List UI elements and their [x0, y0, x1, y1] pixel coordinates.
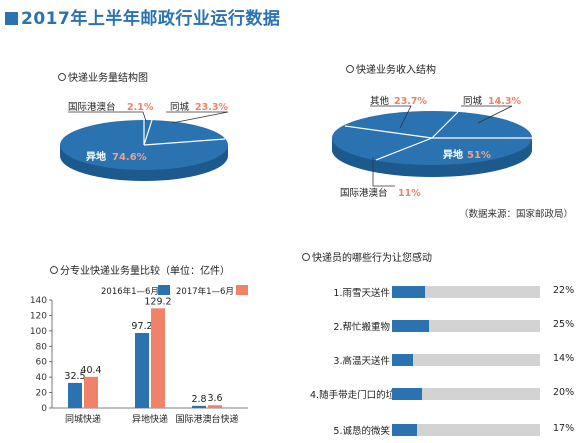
pie2-label-other: 其他	[370, 95, 390, 107]
y-tick-label: 120	[30, 311, 47, 321]
hbar-fill	[392, 286, 425, 298]
bar-value-label: 3.6	[207, 393, 222, 404]
pie1-divider-c	[143, 119, 153, 146]
legend-swatch-2016	[158, 285, 170, 295]
hbar-track	[392, 354, 540, 366]
bar-chart-title: 分专业快递业务量比较（单位：亿件）	[50, 262, 230, 277]
circle-bullet-icon	[58, 73, 66, 81]
bar-value-label: 129.2	[144, 296, 171, 307]
hbar-track	[392, 320, 540, 332]
hbar-label: 2.帮忙搬重物	[333, 322, 390, 333]
pie1-value-intl: 2.1%	[127, 102, 154, 113]
hbar-fill	[392, 424, 418, 436]
legend-swatch-2017	[236, 285, 248, 295]
y-tick-label: 140	[30, 296, 47, 306]
hbar-row: 1.雨雪天送件 22%	[0, 284, 580, 300]
hbar-label: 3.高温天送件	[333, 356, 390, 367]
y-tick-label: 100	[30, 327, 47, 337]
bar-2016	[135, 333, 149, 408]
pie1-divider-b	[143, 138, 226, 146]
hbar-label: 1.雨雪天送件	[333, 288, 390, 299]
bar-category-label: 同城快递	[65, 413, 101, 425]
circle-bullet-icon	[302, 253, 310, 261]
hbar-value: 17%	[553, 423, 575, 434]
bar-2017	[208, 405, 222, 408]
bar-value-label: 97.2	[131, 321, 152, 332]
hbar-label: 4.随手带走门口的垃圾	[310, 390, 405, 401]
bar-2017	[84, 376, 98, 408]
pie1-value-other: 74.6%	[112, 152, 147, 163]
pie2-leader-city	[461, 105, 513, 124]
pie2-divider-d	[375, 137, 433, 161]
pie2-label-city: 同城	[463, 96, 483, 107]
pie1-label-city: 同城	[170, 102, 190, 113]
hbar-value: 22%	[553, 285, 575, 296]
page-title: 2017年上半年邮政行业运行数据	[5, 4, 280, 29]
circle-bullet-icon	[346, 65, 354, 73]
bar-category-label: 国际港澳台快递	[175, 413, 238, 425]
y-tick-label: 60	[36, 358, 48, 368]
y-tick-label: 80	[36, 342, 48, 352]
pie2-value-other-region: 51%	[467, 150, 491, 161]
hbar-fill	[392, 354, 413, 366]
pie2-value-intl: 11%	[398, 188, 421, 199]
pie1-title: 快递业务量结构图	[58, 69, 148, 84]
pie2-label-intl: 国际港澳台	[340, 187, 388, 199]
bar-category-label: 异地快递	[132, 413, 168, 425]
circle-bullet-icon	[50, 266, 58, 274]
bar-y-ticks: 0 20 40 60 80 100 120 140	[30, 296, 52, 414]
pie1-label-intl: 国际港澳台	[68, 101, 116, 113]
hbar-row: 3.高温天送件 14%	[0, 352, 580, 368]
pie2-leader-other	[370, 105, 412, 129]
hbar-track	[392, 424, 540, 436]
bar-2016	[192, 405, 206, 408]
legend-label-2016: 2016年1—6月	[101, 286, 159, 297]
bar-value-label: 40.4	[80, 365, 101, 376]
bar-category-labels: 同城快递 异地快递 国际港澳台快递	[65, 413, 239, 425]
pie2-divider-c	[344, 125, 433, 139]
pie1-leader-intl	[68, 111, 147, 122]
bar-value-label: 32.5	[64, 371, 85, 382]
pie2-label-other-region: 异地	[443, 148, 463, 161]
bar-2017	[151, 308, 165, 408]
hbar-value: 20%	[553, 387, 575, 398]
bar-2016	[68, 382, 82, 408]
y-tick-label: 0	[41, 404, 47, 414]
pie2-divider-b	[431, 111, 459, 139]
hbar-track	[392, 388, 540, 400]
hbar-label: 5.诚恳的微笑	[333, 426, 390, 437]
pie2-leader-intl	[372, 157, 395, 187]
hbar-row: 5.诚恳的微笑 17%	[0, 422, 580, 438]
hbar-fill	[392, 320, 429, 332]
legend-label-2017: 2017年1—6月	[176, 286, 234, 297]
y-tick-label: 20	[36, 389, 48, 399]
source-note: （数据来源：国家邮政局）	[459, 209, 574, 220]
pie1-value-city: 23.3%	[195, 102, 228, 113]
bar-marks: 32.540.4 97.2 129.2 2.8 3.6	[64, 296, 223, 408]
pie2-title: 快递业务收入结构	[346, 61, 436, 76]
pie2-value-other: 23.7%	[394, 96, 427, 107]
hbar-fill	[392, 388, 422, 400]
hbar-value: 25%	[553, 319, 575, 330]
hbar-row: 2.帮忙搬重物 25%	[0, 318, 580, 334]
title-square-icon	[5, 12, 18, 25]
y-tick-label: 40	[36, 373, 48, 383]
pie1-label-other: 异地	[86, 150, 106, 163]
pie1-leader-city	[166, 111, 229, 124]
hbar-value: 14%	[553, 353, 575, 364]
hbar-row: 4.随手带走门口的垃圾 20%	[0, 386, 580, 402]
hbar-chart-title: 快递员的哪些行为让您感动	[302, 249, 432, 264]
hbar-track	[392, 286, 540, 298]
bar-value-label: 2.8	[191, 394, 206, 405]
pie2-value-city: 14.3%	[488, 96, 521, 107]
